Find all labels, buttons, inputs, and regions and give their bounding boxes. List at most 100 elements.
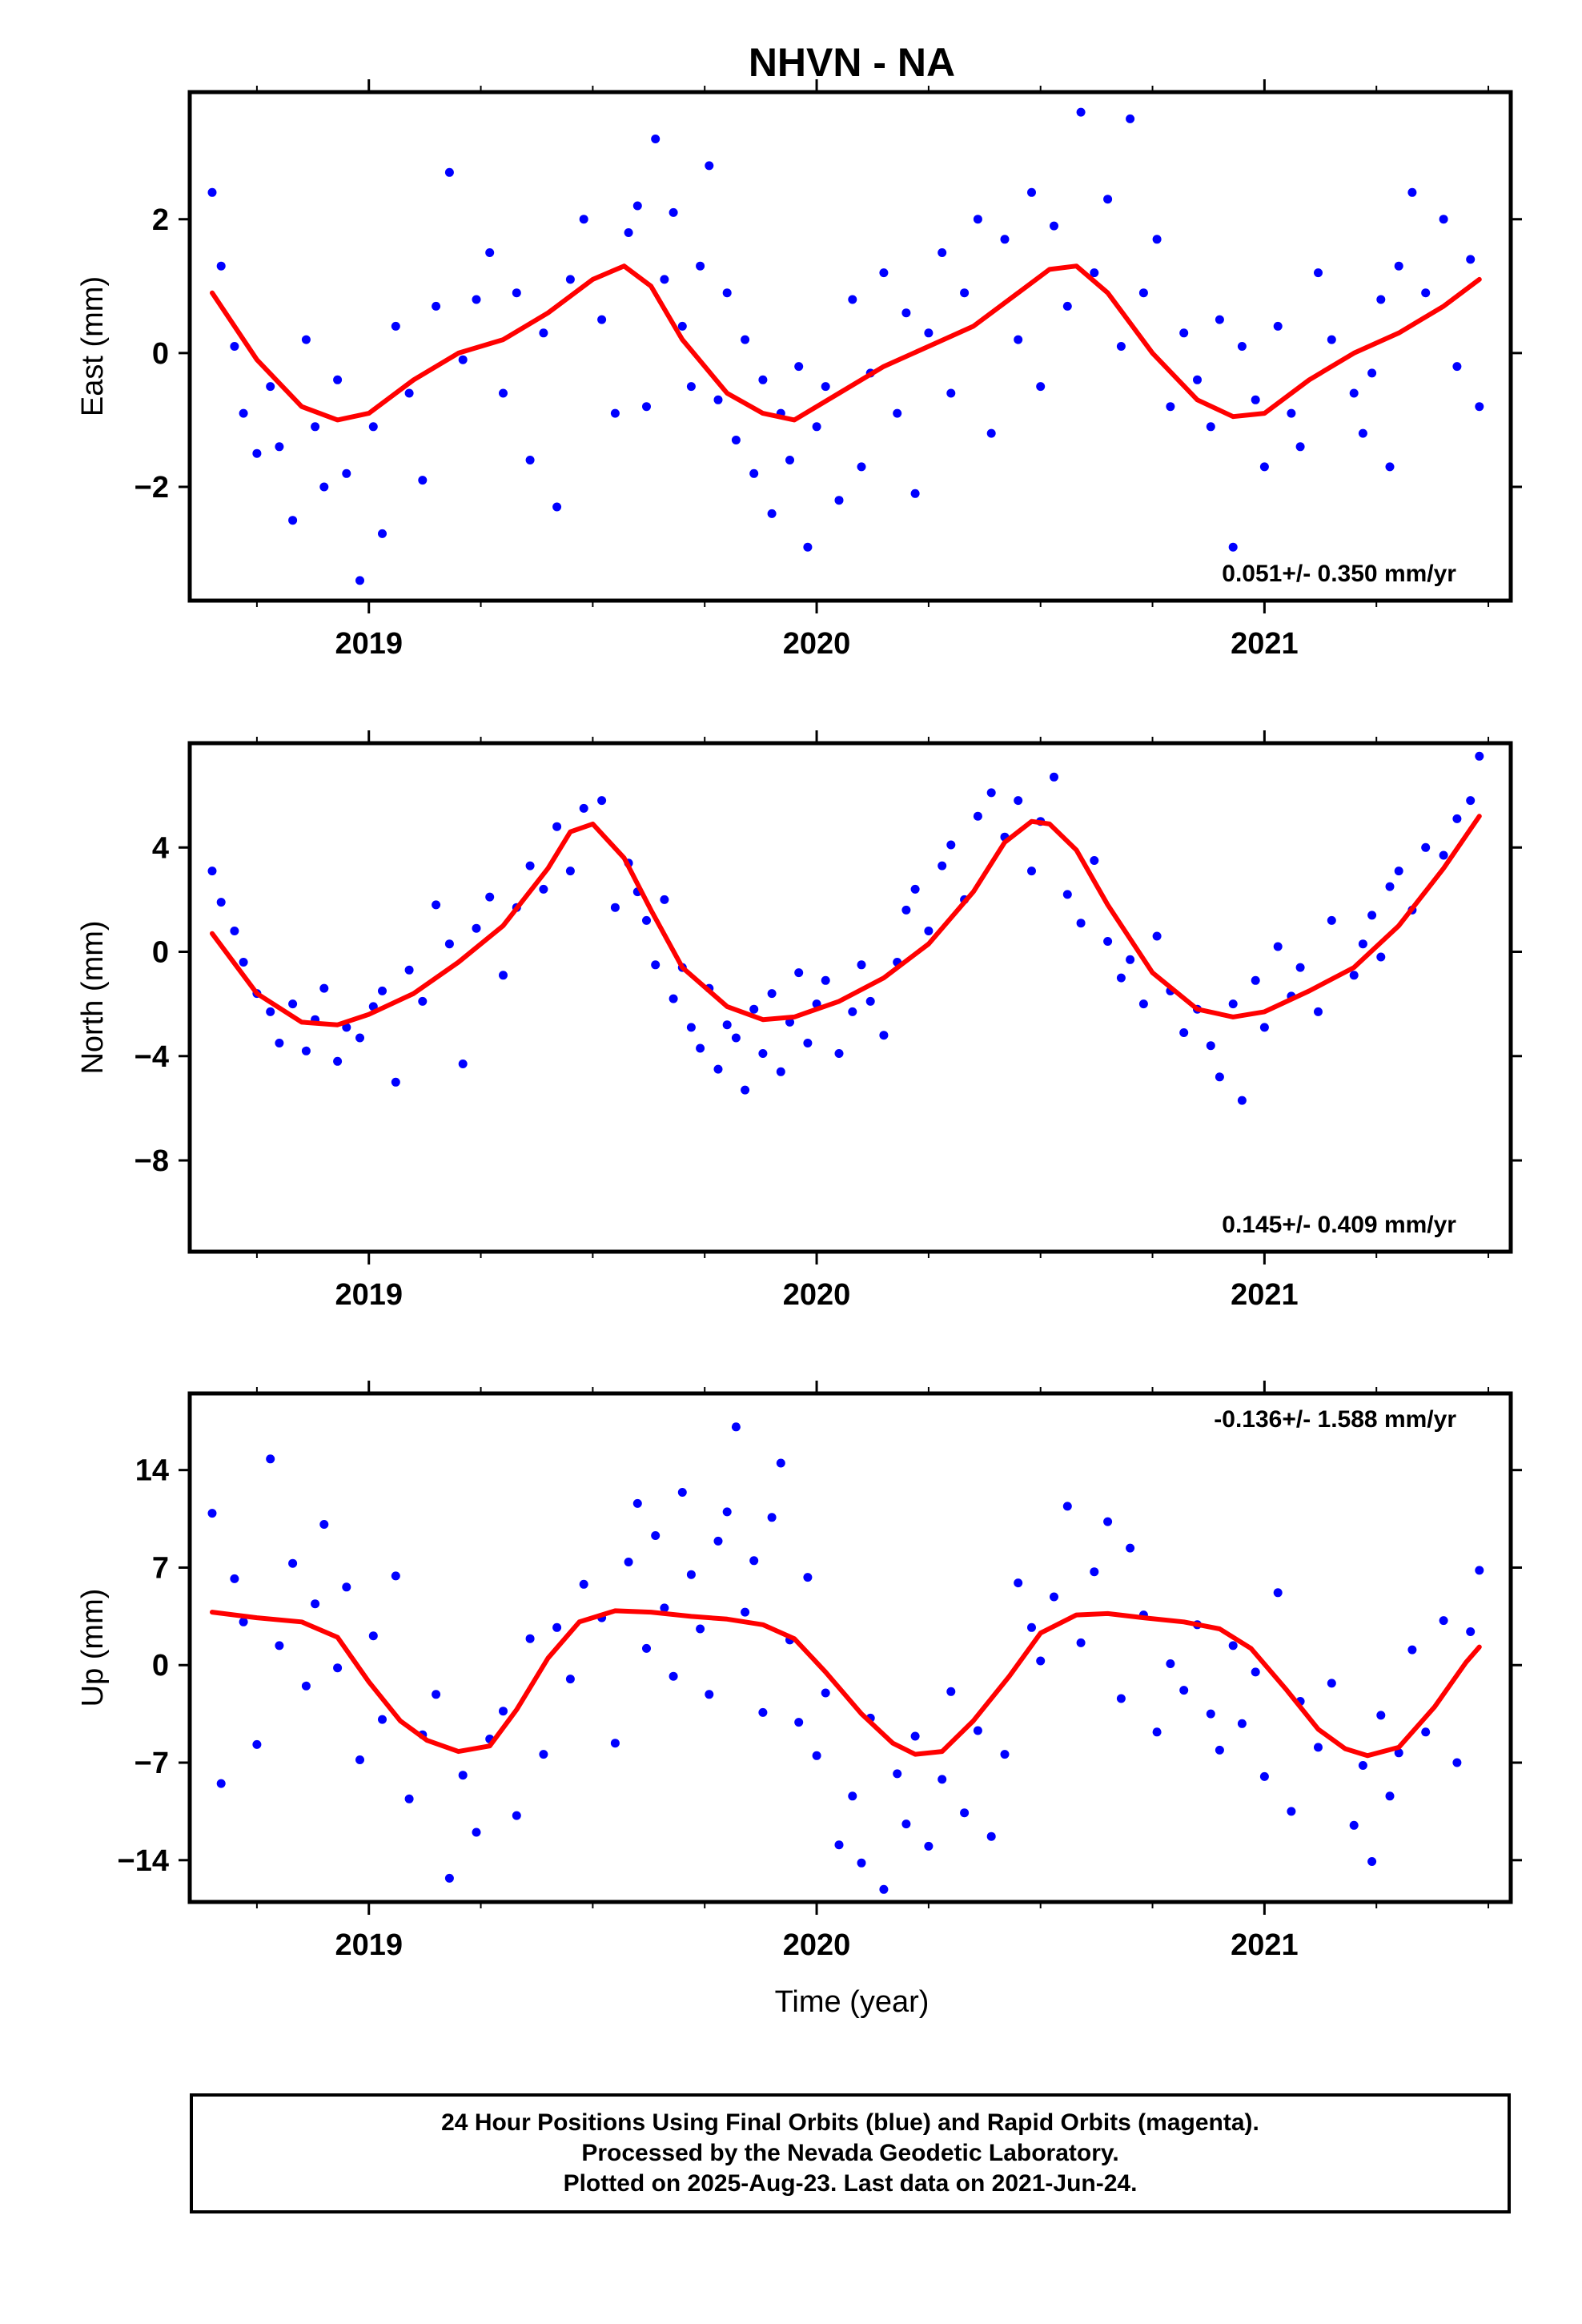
data-point [444,167,454,177]
data-point [275,1641,284,1651]
data-point [512,288,521,298]
data-point [938,861,947,870]
data-point [696,261,705,271]
y-tick-label: 14 [135,1454,169,1488]
data-point [1062,301,1072,311]
data-point [239,958,248,967]
data-point [1090,268,1099,278]
data-point [834,1049,844,1058]
data-point [741,1085,750,1095]
data-point [1358,1761,1367,1770]
data-point [1295,442,1305,452]
data-point [1314,1007,1323,1016]
data-point [1376,1711,1386,1720]
data-point [485,892,495,902]
data-point [946,840,956,850]
data-point [1228,542,1238,552]
data-point [1439,850,1448,860]
data-point [355,576,364,585]
data-point [1237,1096,1247,1105]
rate-label: -0.136+/- 1.588 mm/yr [1214,1406,1456,1433]
data-point [848,1791,857,1801]
data-point [1314,268,1323,278]
data-point [207,187,217,197]
data-point [642,1643,651,1653]
data-point [651,135,661,143]
x-tick-label: 2020 [783,1928,851,1962]
data-point [230,342,239,351]
data-point [1228,1641,1238,1651]
data-point [579,215,588,224]
plot-area [207,107,1484,585]
data-point [857,462,866,472]
data-point [1349,1820,1359,1830]
data-point [910,489,920,498]
data-point [266,382,275,392]
data-point [660,275,669,284]
data-point [432,900,441,910]
data-point [1349,971,1359,980]
y-tick-label: −14 [118,1844,169,1878]
data-point [924,1841,934,1851]
data-point [216,898,226,907]
data-point [651,960,661,970]
y-tick-label: −4 [135,1040,169,1074]
data-point [1327,1679,1336,1688]
data-point [378,1715,387,1724]
data-point [669,1671,678,1681]
data-point [1394,1748,1403,1758]
data-point [391,321,400,331]
data-point [1116,973,1126,983]
data-point [355,1755,364,1764]
data-point [767,1513,777,1522]
data-point [301,1681,311,1691]
data-point [610,408,620,418]
data-point [632,201,642,211]
data-point [624,1558,633,1566]
data-point [848,295,857,304]
data-point [1076,1638,1086,1647]
data-point [1251,395,1260,404]
data-point [472,923,481,933]
data-point [1452,814,1462,823]
data-point [1367,1857,1377,1866]
x-tick-label: 2021 [1231,1278,1299,1312]
data-point [973,215,982,224]
data-point [230,927,239,935]
data-point [758,1049,768,1058]
data-point [749,1556,759,1566]
data-point [597,796,607,806]
data-point [677,321,687,331]
data-point [696,1624,705,1634]
data-point [660,895,669,904]
data-point [301,335,311,344]
plot-frame [187,741,1513,1254]
data-point [901,308,911,318]
data-point [1259,462,1269,472]
data-point [879,268,889,278]
data-point [342,1023,351,1032]
data-point [1027,866,1036,876]
y-tick-label: 0 [152,1649,169,1683]
data-point [812,1751,821,1760]
y-tick-label: −8 [135,1144,169,1178]
data-point [1138,288,1148,298]
data-point [472,1827,481,1837]
data-point [1076,107,1086,117]
data-point [731,1033,741,1043]
data-point [1407,1645,1417,1655]
data-point [1273,321,1283,331]
data-point [758,1707,768,1717]
data-point [1103,195,1113,204]
data-point [642,402,651,412]
data-point [319,1520,329,1529]
data-point [1152,931,1162,941]
y-axis-label: North (mm) [76,920,110,1074]
data-point [499,1707,508,1716]
data-point [444,939,454,949]
y-axis-label: East (mm) [76,276,110,416]
data-point [696,1043,705,1053]
data-point [893,1769,902,1779]
data-point [741,1607,750,1617]
data-point [1452,1758,1462,1767]
